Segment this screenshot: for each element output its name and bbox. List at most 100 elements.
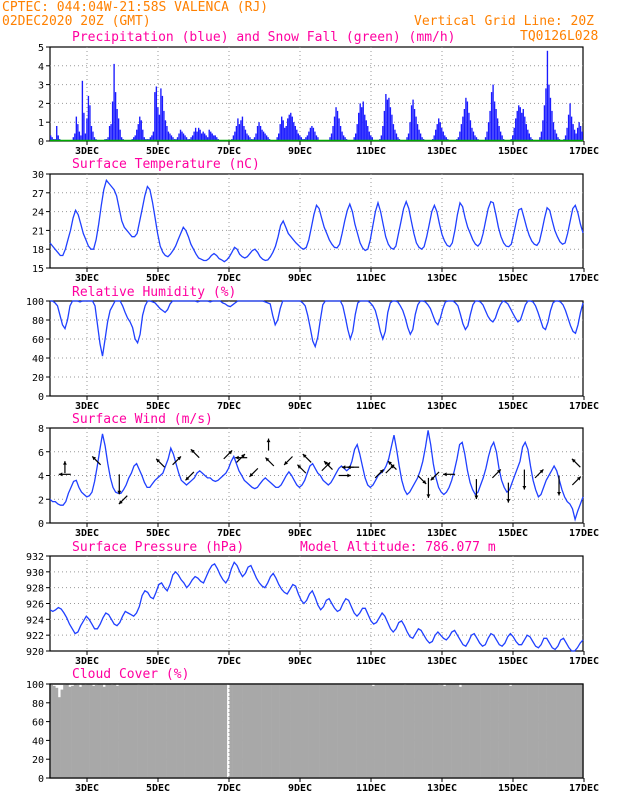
- precip-bar: [572, 124, 574, 141]
- precip-bar: [406, 137, 408, 141]
- precip-bar: [152, 131, 155, 141]
- x-tick-label: 3DEC: [75, 656, 99, 667]
- precip-bar: [264, 133, 266, 141]
- precip-bar: [542, 120, 544, 141]
- cloud-bar: [121, 684, 125, 778]
- precip-bar: [57, 135, 59, 141]
- cloud-bar: [564, 684, 568, 778]
- precip-bar: [299, 135, 301, 141]
- cloud-bar: [105, 684, 109, 778]
- cloud-bar: [458, 686, 462, 778]
- wind-arrow-head: [241, 454, 245, 458]
- y-tick-label: 60: [32, 335, 44, 346]
- cloud-bar: [73, 684, 77, 778]
- x-tick-label: 5DEC: [146, 528, 170, 539]
- cloud-bar: [92, 685, 96, 778]
- cloud-bar: [300, 684, 304, 778]
- precip-bar: [545, 88, 547, 141]
- cloud-bar: [118, 684, 122, 778]
- x-tick-label: 9DEC: [288, 273, 312, 284]
- precip-bar: [569, 103, 571, 141]
- x-tick-label: 13DEC: [427, 401, 457, 412]
- precip-bar: [338, 118, 340, 141]
- precip-bar: [342, 135, 345, 141]
- cloud-bar: [519, 684, 523, 778]
- wind-arrow-head: [522, 486, 527, 490]
- cloud-bar: [395, 684, 399, 778]
- precip-bar: [395, 133, 398, 141]
- cloud-bar: [208, 684, 212, 778]
- cloud-bar: [137, 684, 141, 778]
- cloud-bar: [258, 684, 262, 778]
- precip-bar: [136, 129, 138, 141]
- precip-bar: [358, 112, 360, 141]
- precip-bar: [84, 133, 87, 141]
- cloud-bar: [216, 684, 220, 778]
- cloud-bar: [477, 684, 481, 778]
- precip-bar: [445, 137, 447, 141]
- cloud-bar: [89, 684, 93, 778]
- cloud-bar: [474, 684, 478, 778]
- wind-arrow-head: [379, 469, 384, 474]
- y-tick-label: 60: [32, 718, 44, 729]
- cloud-bar: [364, 684, 367, 778]
- cloud-bar: [52, 685, 56, 778]
- precip-bar: [117, 118, 120, 141]
- cloud-bar: [97, 684, 101, 778]
- cloud-bar: [166, 684, 170, 778]
- precip-bar: [382, 126, 384, 141]
- wind-arrow-head: [557, 491, 561, 496]
- cloud-bar: [432, 684, 436, 778]
- y-tick-label: 20: [32, 373, 44, 384]
- precip-bar: [234, 131, 236, 141]
- precip-bar: [551, 110, 553, 141]
- precip-bar: [543, 105, 546, 141]
- cloud-bar: [187, 684, 191, 778]
- precip-bar: [238, 124, 241, 141]
- series-line: [50, 300, 584, 357]
- cloud-bar: [292, 684, 296, 778]
- precip-bar: [359, 103, 361, 141]
- cloud-bar: [503, 684, 507, 778]
- cloud-bar: [234, 684, 238, 778]
- panel-frame-top: [49, 683, 584, 779]
- precip-bar: [255, 133, 257, 141]
- precip-bar: [108, 126, 111, 141]
- y-tick-label: 2: [38, 495, 44, 506]
- precip-bar: [235, 126, 238, 141]
- cloud-bar: [63, 684, 67, 778]
- precip-bar: [237, 118, 239, 141]
- cloud-bar: [332, 684, 336, 778]
- precip-bar: [305, 137, 307, 141]
- cloud-bar: [390, 684, 394, 778]
- precip-bar: [362, 101, 364, 141]
- precip-bar: [368, 131, 370, 141]
- precip-bar: [196, 131, 198, 141]
- x-tick-label: 5DEC: [146, 401, 170, 412]
- y-tick-label: 4: [38, 62, 44, 73]
- precip-bar: [466, 101, 469, 141]
- precip-bar: [74, 133, 76, 141]
- precip-bar: [460, 124, 463, 141]
- cloud-bar: [181, 684, 185, 778]
- cloud-bar: [546, 684, 549, 778]
- precip-bar: [89, 105, 91, 141]
- precip-bar: [546, 50, 549, 141]
- cloud-bar: [514, 684, 518, 778]
- precip-bar: [278, 133, 280, 141]
- cloud-bar: [559, 684, 563, 778]
- cloud-bar: [155, 684, 159, 778]
- wind-arrow-head: [347, 473, 351, 478]
- precip-bar: [296, 129, 298, 141]
- cloud-bar: [556, 684, 560, 778]
- y-tick-label: 80: [32, 699, 44, 710]
- cloud-bar: [108, 684, 111, 778]
- precip-bar: [484, 137, 487, 141]
- precip-bar: [457, 137, 460, 141]
- precip-bar: [566, 127, 568, 141]
- precip-bar: [169, 133, 171, 141]
- precip-bar: [167, 131, 170, 141]
- precip-bar: [139, 116, 141, 141]
- precip-bar: [436, 124, 438, 141]
- wind-arrow-head: [388, 461, 392, 466]
